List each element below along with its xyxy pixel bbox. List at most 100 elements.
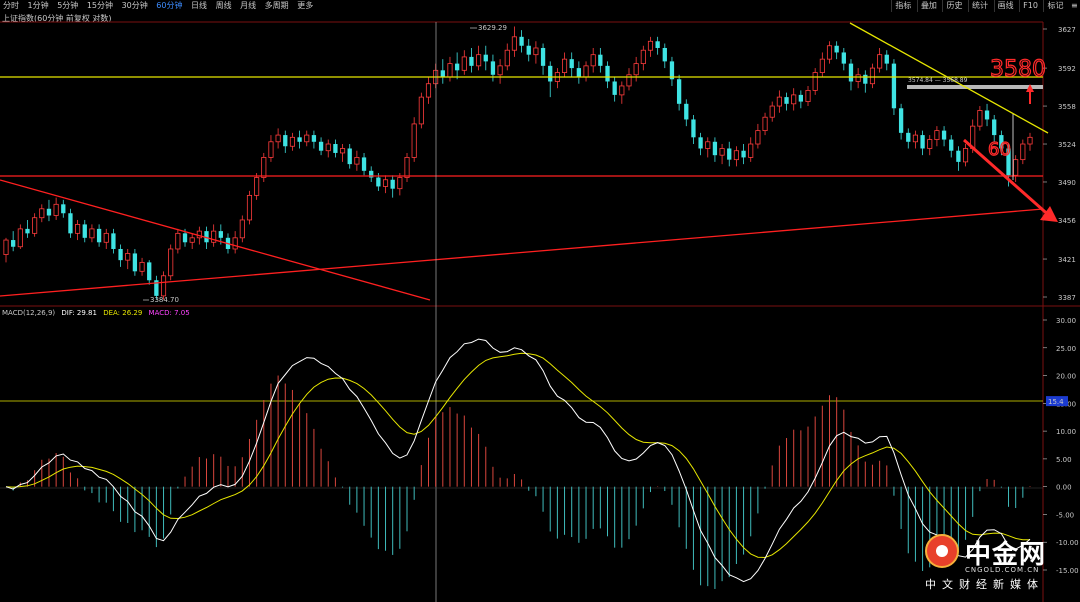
uptrend-line[interactable]	[0, 208, 1044, 297]
mark-button[interactable]: 标记	[1043, 0, 1066, 12]
candle-body	[569, 59, 574, 69]
candle-body	[340, 148, 346, 154]
candle-body	[1027, 136, 1033, 145]
candle-body	[805, 90, 811, 102]
candle-body	[411, 123, 417, 158]
macd-tick-label: 20.00	[1056, 373, 1076, 381]
f10-button[interactable]: F10	[1019, 0, 1041, 12]
candle-body	[762, 116, 768, 132]
candle-body	[705, 141, 711, 149]
candle-body	[404, 157, 410, 178]
tab-weekly[interactable]: 周线	[215, 1, 232, 10]
candle-body	[619, 85, 625, 96]
candle-body	[598, 54, 603, 66]
downtrend-line[interactable]	[0, 179, 431, 301]
history-button[interactable]: 历史	[942, 0, 965, 12]
price-tick-label: 3592	[1058, 65, 1076, 73]
candle-body	[576, 68, 582, 78]
candle-body	[232, 237, 238, 250]
candle-body	[583, 65, 589, 78]
tab-timeshare[interactable]: 分时	[3, 1, 19, 10]
indicator-button[interactable]: 指标	[891, 0, 914, 12]
macd-dif: DIF: 29.81	[61, 309, 97, 317]
candle-body	[125, 253, 131, 261]
candle-body	[655, 41, 660, 48]
candle-body	[784, 97, 789, 104]
candle-body	[812, 72, 818, 91]
tab-60min[interactable]: 60分钟	[156, 1, 183, 10]
candle-body	[841, 52, 846, 64]
candle-body	[727, 148, 732, 160]
tab-more[interactable]: 更多	[297, 1, 314, 10]
candle-body	[390, 179, 395, 189]
candle-body	[369, 170, 374, 178]
period-tabs: 分时 1分钟 5分钟 15分钟 30分钟 60分钟 日线 周线 月线 多周期 更…	[0, 0, 316, 12]
draw-line-button[interactable]: 画线	[993, 0, 1017, 12]
candle-body	[182, 233, 188, 243]
candle-body	[906, 132, 911, 142]
candle-body	[68, 213, 73, 234]
candle-body	[175, 232, 181, 250]
statistics-button[interactable]: 统计	[968, 0, 991, 12]
candle-body	[519, 36, 524, 46]
candle-body	[826, 45, 833, 60]
tab-15min[interactable]: 15分钟	[86, 1, 114, 10]
candle-body	[196, 230, 202, 239]
tab-5min[interactable]: 5分钟	[57, 1, 79, 10]
candle-body	[605, 65, 610, 82]
candle-body	[540, 47, 546, 66]
menu-icon[interactable]: ≡	[1071, 1, 1078, 10]
tab-30min[interactable]: 30分钟	[121, 1, 148, 10]
candle-body	[626, 74, 632, 87]
price-tick-label: 3558	[1058, 103, 1076, 111]
candle-body	[461, 56, 467, 71]
candle-body	[347, 148, 352, 165]
hand-up-arrow-head	[1026, 84, 1034, 92]
candle-body	[53, 203, 59, 216]
overlay-button[interactable]: 叠加	[916, 0, 940, 12]
upper-trend-line[interactable]	[849, 22, 1049, 134]
hand-arrow-line	[963, 138, 1053, 220]
tab-1min[interactable]: 1分钟	[27, 1, 49, 10]
candle-body	[61, 204, 66, 214]
candle-body	[483, 54, 488, 62]
candle-body	[526, 45, 531, 55]
tab-multi-period[interactable]: 多周期	[264, 1, 289, 10]
price-axis: 3627 3592 3558 3524 3490 3456 3421 3387	[1043, 26, 1076, 302]
candle-body	[956, 150, 961, 162]
tab-monthly[interactable]: 月线	[240, 1, 257, 10]
candle-body	[977, 110, 983, 127]
macd-dea: DEA: 26.29	[103, 309, 143, 317]
watermark: 中金网 CNGOLD.COM.CN 中文财经新媒体	[925, 532, 1075, 594]
hand-3580: 3580	[990, 57, 1046, 82]
candle-body	[992, 119, 997, 136]
candle-body	[949, 139, 954, 151]
price-tick-label: 3627	[1058, 26, 1076, 34]
candle-body	[941, 130, 947, 140]
candle-body	[684, 103, 689, 120]
candle-body	[168, 248, 174, 277]
candle-body	[46, 208, 52, 216]
chart-title: 上证指数(60分钟 前复权 对数)	[2, 14, 112, 23]
candle-body	[612, 81, 617, 95]
macd-tick-label: -10.00	[1056, 539, 1079, 547]
candle-body	[855, 74, 861, 82]
candle-body	[440, 70, 445, 78]
tab-daily[interactable]: 日线	[191, 1, 208, 10]
watermark-name: 中金网	[965, 540, 1047, 570]
candle-body	[132, 253, 138, 272]
candle-body	[11, 240, 16, 247]
candle-body	[776, 96, 782, 107]
candle-body	[748, 143, 754, 158]
macd-tick-label: 10.00	[1056, 428, 1076, 436]
candle-body	[561, 58, 568, 73]
candle-body	[204, 231, 209, 243]
watermark-slogan: 中文财经新媒体	[925, 578, 1044, 591]
candle-body	[934, 130, 940, 140]
candle-body	[891, 63, 897, 109]
candle-body	[3, 239, 9, 255]
hand-60: 60	[988, 139, 1011, 160]
candle-body	[769, 105, 775, 118]
candle-body	[96, 228, 102, 243]
